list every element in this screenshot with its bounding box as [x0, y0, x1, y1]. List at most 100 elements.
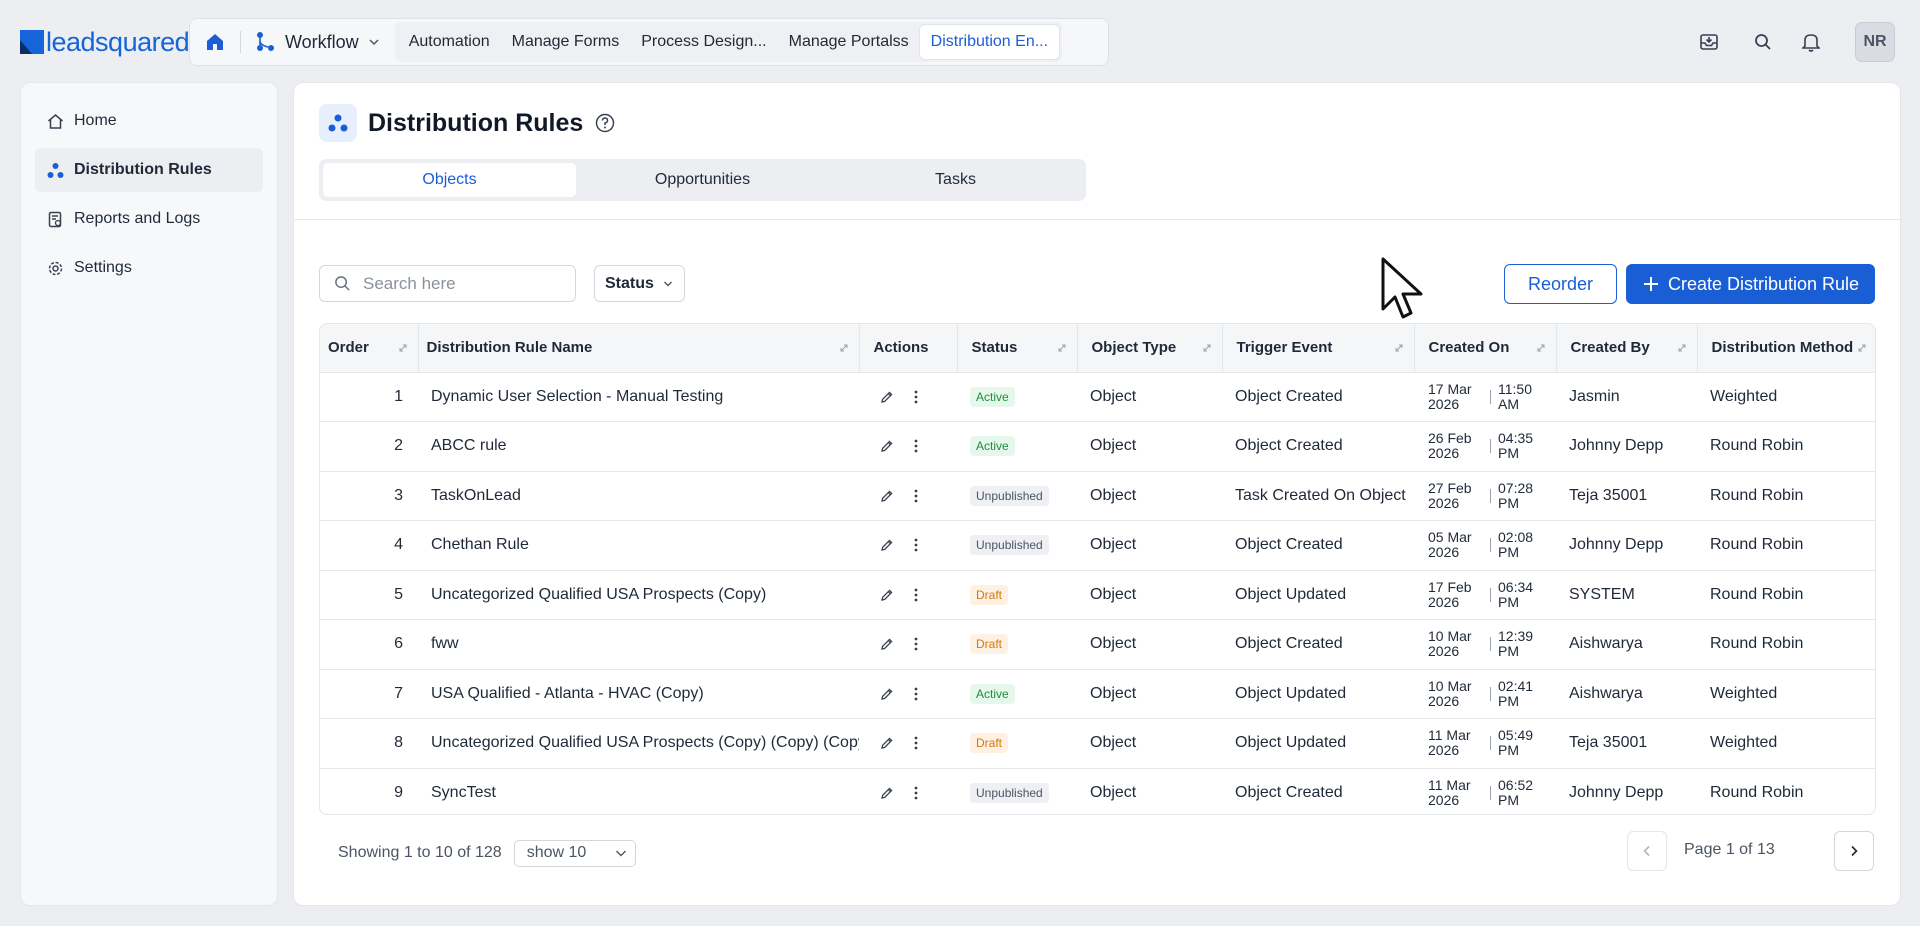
- cell-distribution-method: Weighted: [1697, 372, 1875, 422]
- table-row[interactable]: 2 ABCC rule Active Object Object Created 26 F…: [320, 421, 1875, 472]
- sort-icon[interactable]: [839, 343, 849, 353]
- more-vertical-icon: [914, 637, 918, 651]
- cell-status: Active: [957, 372, 1077, 422]
- table-row[interactable]: 3 TaskOnLead Unpublished Object Task Created…: [320, 471, 1875, 521]
- create-distribution-rule-button[interactable]: Create Distribution Rule: [1626, 264, 1875, 304]
- edit-icon: [881, 490, 893, 502]
- cell-status: Unpublished: [957, 520, 1077, 571]
- edit-button[interactable]: [880, 489, 894, 503]
- sort-icon[interactable]: [1536, 343, 1546, 353]
- cell-rule-name[interactable]: Uncategorized Qualified USA Prospects (C…: [418, 718, 859, 769]
- edit-button[interactable]: [880, 786, 894, 800]
- table-row[interactable]: 9 SyncTest Unpublished Object Object Created…: [320, 768, 1875, 814]
- table-row[interactable]: 5 Uncategorized Qualified USA Prospects (…: [320, 570, 1875, 620]
- cell-created-by: Johnny Depp: [1556, 421, 1697, 472]
- next-page-button[interactable]: [1834, 831, 1874, 871]
- cell-rule-name[interactable]: fww: [418, 619, 859, 670]
- sidebar-item-home[interactable]: Home: [35, 99, 263, 143]
- more-actions-button[interactable]: [914, 736, 918, 750]
- column-header-rule-name[interactable]: Distribution Rule Name: [418, 324, 860, 373]
- cell-actions: [859, 471, 957, 521]
- tab-tasks[interactable]: Tasks: [935, 171, 976, 188]
- brand-logo[interactable]: leadsquared: [20, 27, 190, 57]
- more-actions-button[interactable]: [914, 687, 918, 701]
- sort-icon[interactable]: [398, 343, 408, 353]
- tab-opportunities[interactable]: Opportunities: [654, 171, 751, 188]
- edit-button[interactable]: [880, 588, 894, 602]
- column-header-created-by[interactable]: Created By: [1556, 324, 1698, 373]
- more-actions-button[interactable]: [914, 390, 918, 404]
- table-row[interactable]: 4 Chethan Rule Unpublished Object Object Cre…: [320, 520, 1875, 571]
- cell-rule-name[interactable]: ABCC rule: [418, 421, 859, 472]
- created-meridiem: PM: [1498, 643, 1519, 660]
- table-header-row: Order Distribution Rule Name Actions Sta…: [320, 324, 1875, 373]
- cell-rule-name[interactable]: Dynamic User Selection - Manual Testing: [418, 372, 859, 422]
- column-header-status[interactable]: Status: [957, 324, 1078, 373]
- report-icon: [48, 211, 62, 227]
- global-search-button[interactable]: [1751, 30, 1775, 54]
- column-header-created-on[interactable]: Created On: [1414, 324, 1557, 373]
- sort-icon[interactable]: [1057, 343, 1067, 353]
- cell-distribution-method: Weighted: [1697, 718, 1875, 769]
- sort-icon[interactable]: [1394, 343, 1404, 353]
- edit-button[interactable]: [880, 736, 894, 750]
- pagination-summary: Showing 1 to 10 of 128 show 10: [338, 839, 636, 867]
- nav-tab-automation[interactable]: Automation: [408, 33, 490, 50]
- module-switcher[interactable]: Workflow: [249, 23, 389, 61]
- table-row[interactable]: 6 fww Draft Object Object Created 10 Mar 2026 1…: [320, 619, 1875, 670]
- cell-rule-name[interactable]: SyncTest: [418, 768, 859, 814]
- cell-rule-name[interactable]: USA Qualified - Atlanta - HVAC (Copy): [418, 669, 859, 719]
- reorder-button[interactable]: Reorder: [1504, 264, 1617, 304]
- nav-tab-manage-forms[interactable]: Manage Forms: [511, 33, 620, 50]
- cell-distribution-method: Round Robin: [1697, 768, 1875, 814]
- edit-button[interactable]: [880, 637, 894, 651]
- more-actions-button[interactable]: [914, 538, 918, 552]
- table-row[interactable]: 1 Dynamic User Selection - Manual Testing…: [320, 372, 1875, 422]
- column-header-trigger-event[interactable]: Trigger Event: [1222, 324, 1415, 373]
- status-badge: Draft: [970, 584, 1009, 605]
- more-actions-button[interactable]: [914, 786, 918, 800]
- sort-icon[interactable]: [1202, 343, 1212, 353]
- module-label: Workflow: [285, 31, 359, 52]
- edit-button[interactable]: [880, 687, 894, 701]
- nav-tab-manage-portals[interactable]: Manage Portalss: [788, 33, 909, 50]
- cell-object-type: Object: [1077, 520, 1222, 571]
- cell-rule-name[interactable]: Uncategorized Qualified USA Prospects (C…: [418, 570, 859, 620]
- sidebar-item-distribution-rules[interactable]: Distribution Rules: [35, 148, 263, 192]
- more-actions-button[interactable]: [914, 588, 918, 602]
- edit-button[interactable]: [880, 538, 894, 552]
- column-header-order[interactable]: Order: [320, 324, 419, 373]
- sidebar-item-reports-and-logs[interactable]: Reports and Logs: [35, 197, 263, 241]
- status-filter-dropdown[interactable]: Status: [594, 265, 685, 302]
- tab-objects[interactable]: Objects: [323, 163, 576, 197]
- previous-page-button[interactable]: [1627, 831, 1667, 871]
- sort-icon[interactable]: [1857, 343, 1867, 353]
- created-year: 2026: [1428, 395, 1460, 412]
- table-row[interactable]: 7 USA Qualified - Atlanta - HVAC (Copy) Ac…: [320, 669, 1875, 719]
- table-row[interactable]: 8 Uncategorized Qualified USA Prospects (…: [320, 718, 1875, 769]
- inbox-button[interactable]: [1697, 30, 1721, 54]
- cell-rule-name[interactable]: TaskOnLead: [418, 471, 859, 521]
- home-nav-button[interactable]: [194, 23, 236, 61]
- user-avatar[interactable]: NR: [1855, 22, 1895, 62]
- cell-rule-name[interactable]: Chethan Rule: [418, 520, 859, 571]
- nav-tab-process-designer[interactable]: Process Design...: [641, 33, 767, 50]
- help-icon[interactable]: [595, 113, 615, 133]
- page-size-select[interactable]: show 10: [513, 839, 636, 867]
- nav-tab-distribution-engine[interactable]: Distribution En...: [919, 25, 1060, 59]
- sidebar-item-settings[interactable]: Settings: [35, 246, 263, 290]
- search-input[interactable]: [363, 273, 553, 294]
- notifications-button[interactable]: [1799, 30, 1823, 54]
- more-actions-button[interactable]: [914, 489, 918, 503]
- column-header-object-type[interactable]: Object Type: [1077, 324, 1223, 373]
- more-actions-button[interactable]: [914, 637, 918, 651]
- edit-button[interactable]: [880, 439, 894, 453]
- sort-icon[interactable]: [1677, 343, 1687, 353]
- edit-button[interactable]: [880, 390, 894, 404]
- cell-distribution-method: Round Robin: [1697, 619, 1875, 670]
- more-actions-button[interactable]: [914, 439, 918, 453]
- more-vertical-icon: [914, 538, 918, 552]
- search-box[interactable]: [319, 265, 576, 302]
- column-header-distribution-method[interactable]: Distribution Method: [1697, 324, 1875, 373]
- object-tabs: Objects Opportunities Tasks: [319, 159, 1086, 201]
